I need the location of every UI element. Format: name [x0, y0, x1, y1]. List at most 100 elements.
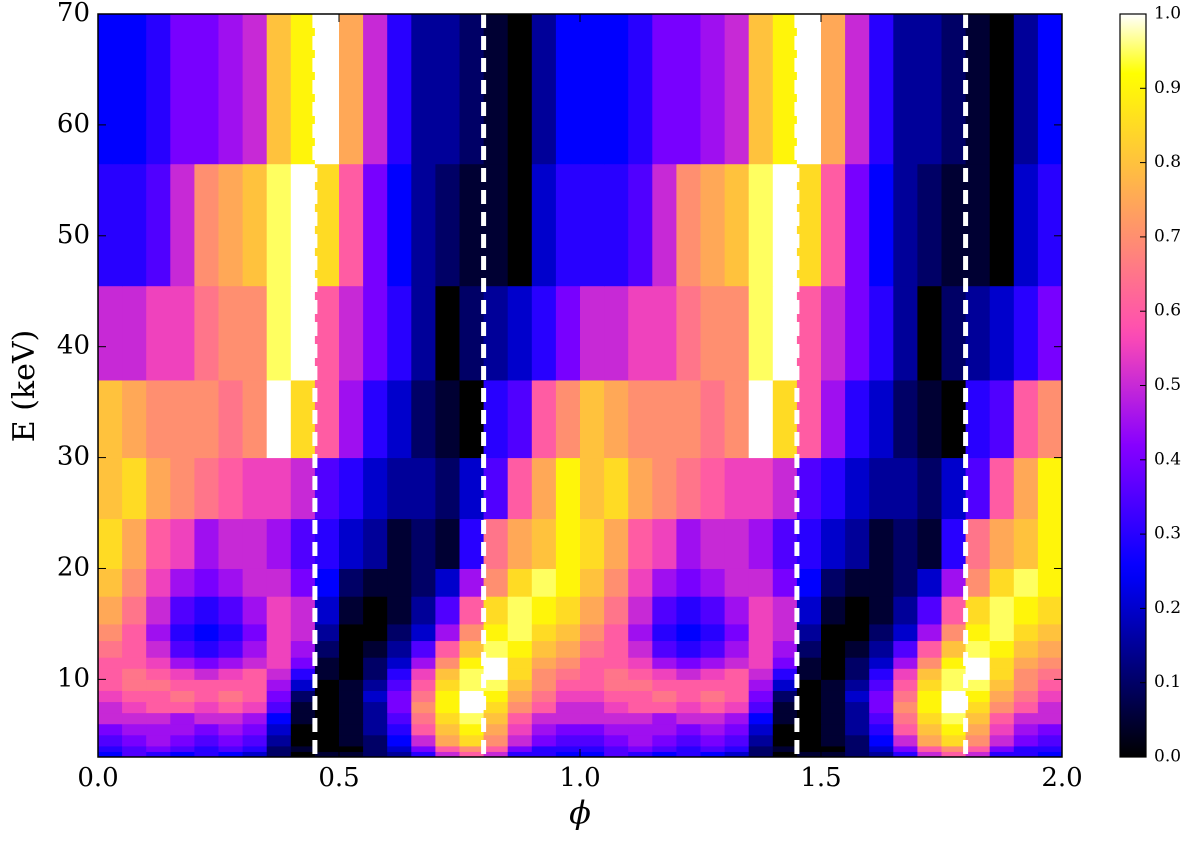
cell [170, 734, 195, 747]
cell [314, 723, 340, 736]
cell [965, 712, 991, 725]
cell [266, 657, 292, 669]
cell [363, 623, 388, 642]
cell [652, 14, 677, 165]
cell [772, 745, 798, 752]
cell [628, 668, 653, 680]
cell [194, 457, 219, 520]
cell [507, 701, 533, 714]
cell [146, 285, 171, 381]
cell [122, 668, 147, 680]
cell [845, 745, 870, 752]
cell [893, 751, 918, 758]
cell [531, 751, 557, 758]
cell [507, 668, 533, 680]
cell [917, 163, 942, 287]
cell [869, 751, 894, 758]
cell [387, 679, 412, 691]
cell [821, 712, 846, 725]
cell [989, 640, 1015, 658]
cell [700, 751, 726, 758]
cell [1037, 623, 1063, 642]
cell [1013, 163, 1039, 287]
cell [531, 623, 557, 642]
cell [218, 379, 244, 459]
cell [724, 163, 750, 287]
cell [242, 701, 268, 714]
cell [724, 723, 750, 736]
cell [242, 163, 268, 287]
cell [700, 379, 726, 459]
cell [363, 690, 388, 703]
cell [893, 596, 918, 625]
cell [821, 690, 846, 703]
cell [989, 668, 1015, 680]
cell [483, 518, 509, 569]
cell [604, 712, 629, 725]
cell [194, 640, 219, 658]
cell [604, 734, 629, 747]
colorbar-tick-label: 0.3 [1154, 524, 1181, 544]
cell [122, 14, 147, 165]
cell [628, 596, 653, 625]
cell [821, 701, 846, 714]
cell [1037, 751, 1063, 758]
cell [1037, 679, 1063, 691]
cell [965, 623, 991, 642]
cell [483, 679, 509, 691]
cell [652, 457, 677, 520]
cell [724, 668, 750, 680]
cell [604, 657, 629, 669]
cell [146, 723, 171, 736]
cell [676, 679, 701, 691]
cell [290, 640, 316, 658]
cell [796, 640, 822, 658]
cell [580, 723, 605, 736]
cell [652, 679, 677, 691]
cell [941, 14, 967, 165]
cell [266, 379, 292, 459]
cell [628, 285, 653, 381]
cell [290, 701, 316, 714]
cell [1037, 712, 1063, 725]
cell [676, 623, 701, 642]
cell [483, 457, 509, 520]
cell [821, 723, 846, 736]
cell [218, 657, 244, 669]
cell [339, 379, 364, 459]
cell [339, 640, 364, 658]
cell [290, 596, 316, 625]
cell [748, 657, 774, 669]
cell [604, 518, 629, 569]
cell [170, 690, 195, 703]
overlay: 0.0 0.5 1.0 1.5 2.0 10 20 30 40 50 60 70 [57, 0, 1083, 793]
cell [314, 379, 340, 459]
cell [194, 163, 219, 287]
cell [411, 457, 436, 520]
cell [724, 457, 750, 520]
cell [652, 751, 677, 758]
cell [507, 285, 533, 381]
cell [893, 163, 918, 287]
cell [965, 723, 991, 736]
y-axis-label: E (keV) [7, 330, 42, 442]
colorbar-tick-label: 0.9 [1154, 78, 1181, 98]
cell [290, 734, 316, 747]
cell [98, 734, 123, 747]
cell [965, 640, 991, 658]
cell [893, 640, 918, 658]
cell [676, 596, 701, 625]
cell [869, 14, 894, 165]
cell [796, 163, 822, 287]
cell [531, 734, 557, 747]
cell [483, 568, 509, 597]
cell [941, 657, 967, 669]
cell [724, 734, 750, 747]
cell [483, 596, 509, 625]
cell [700, 712, 726, 725]
cell [676, 690, 701, 703]
cell [676, 640, 701, 658]
cell [845, 712, 870, 725]
cell [845, 623, 870, 642]
